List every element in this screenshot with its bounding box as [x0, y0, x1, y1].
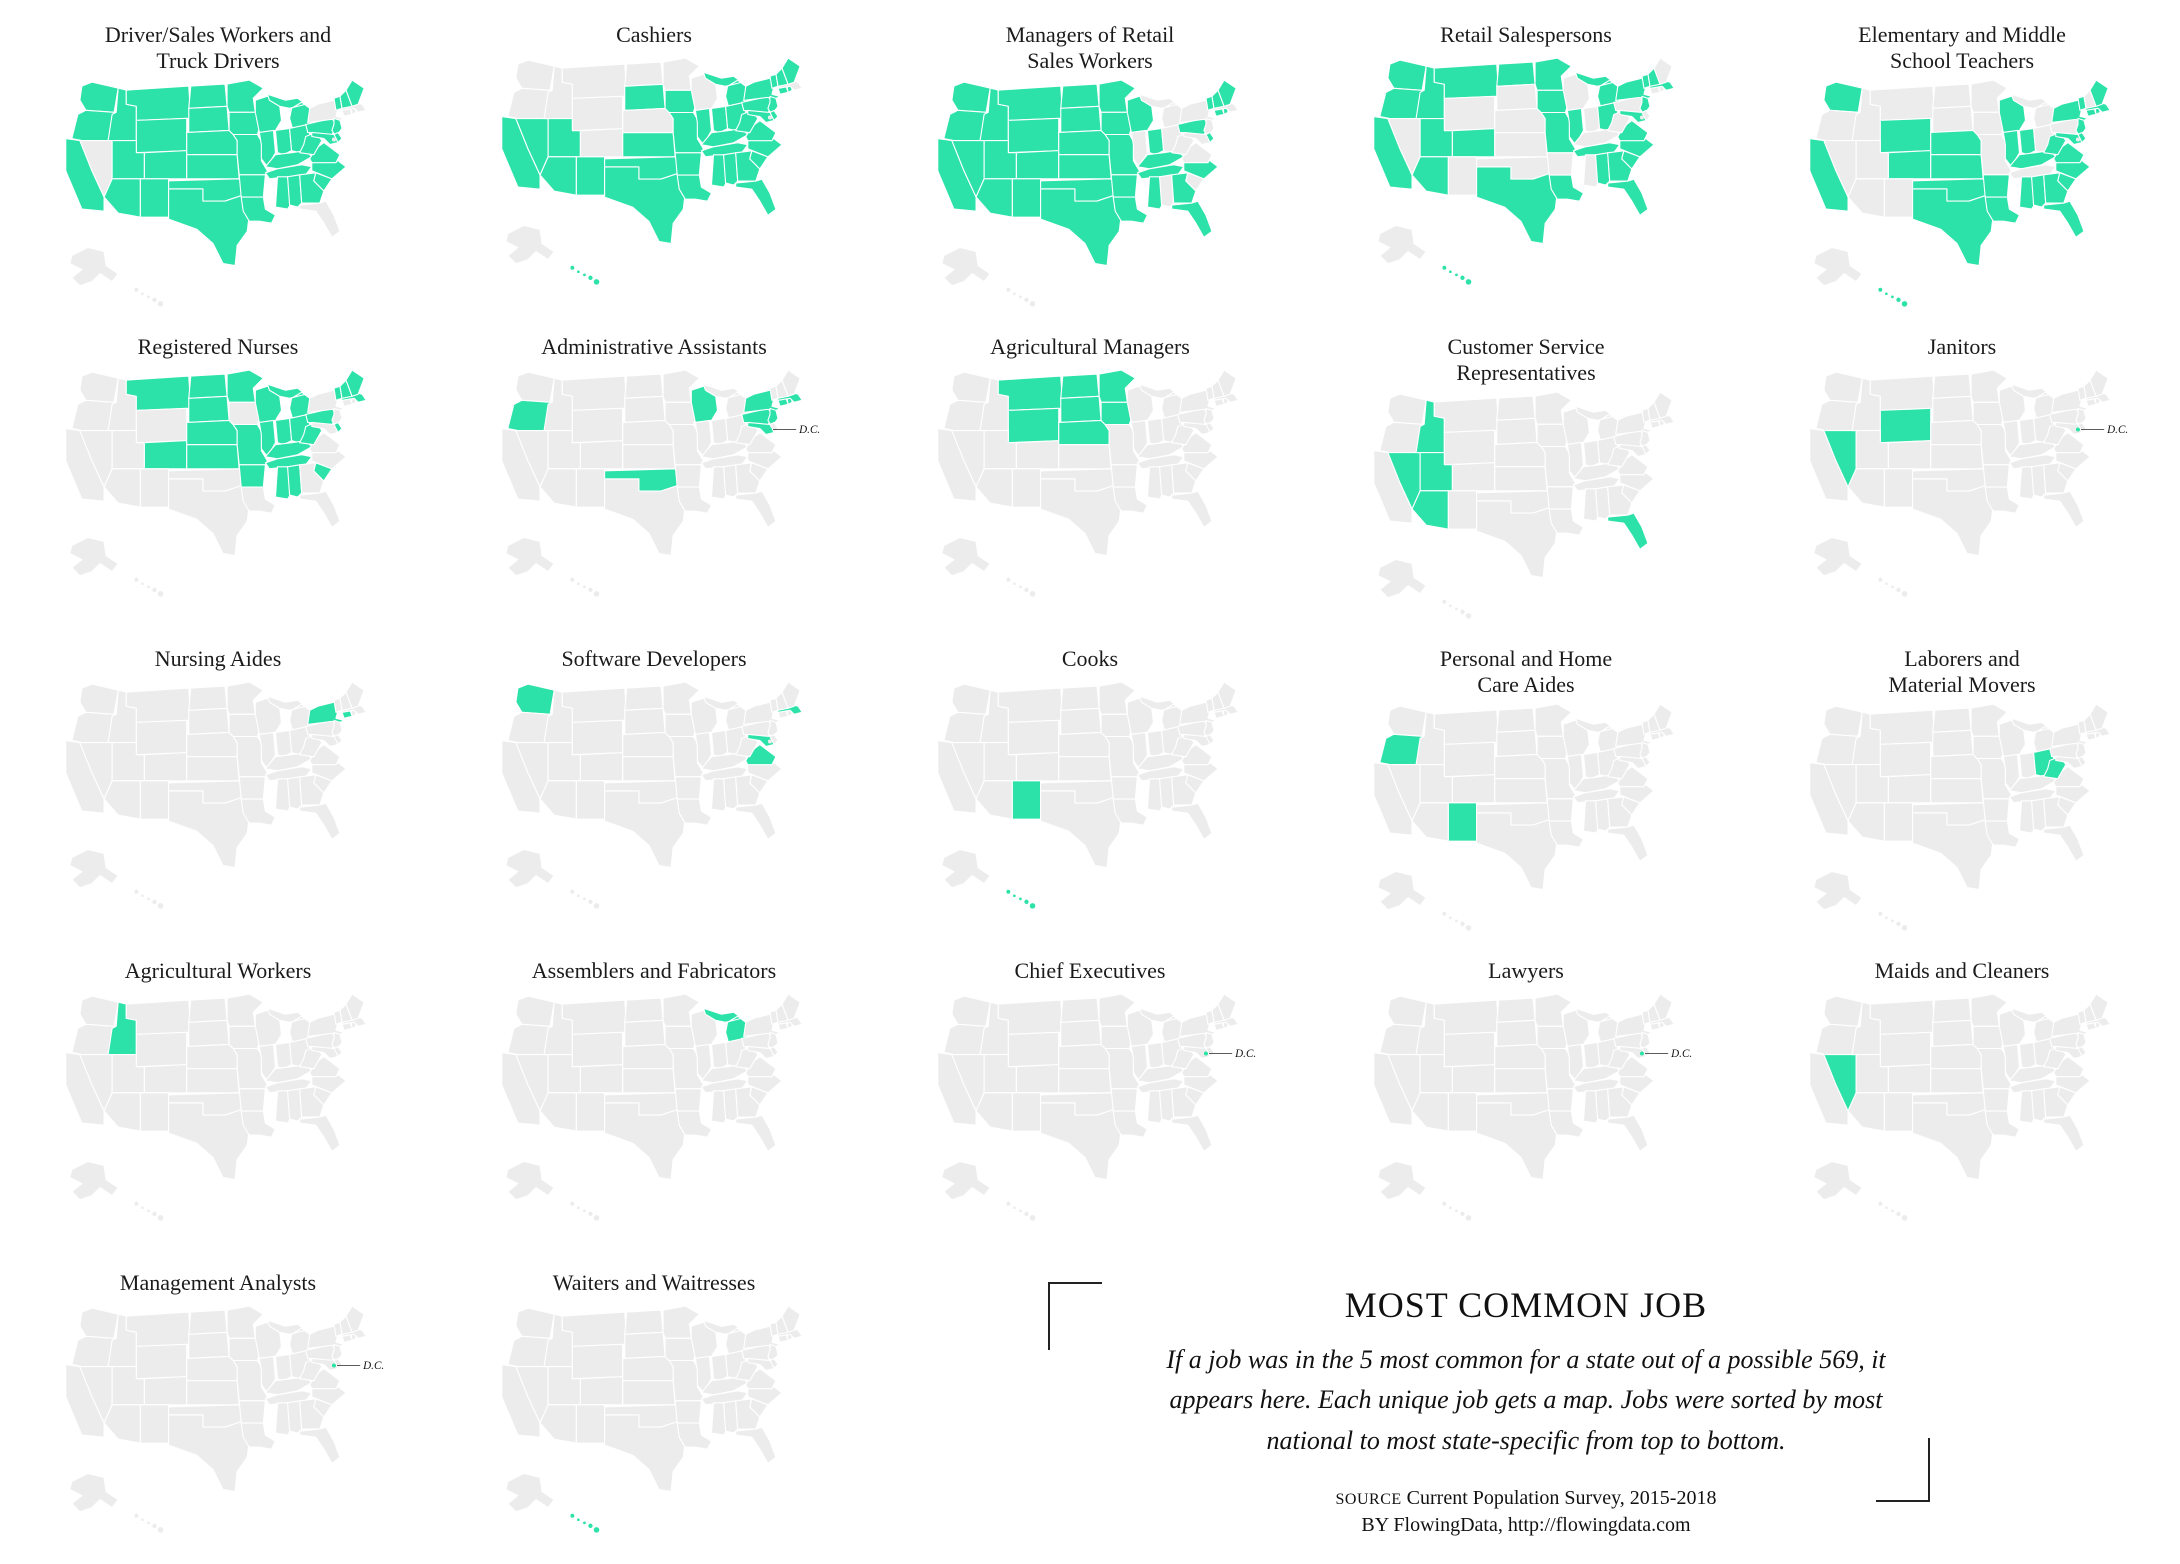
map-title: Chief Executives	[1014, 958, 1166, 983]
map-title: Assemblers and Fabricators	[531, 958, 777, 983]
corner-bracket-bottom-right-icon	[1876, 1438, 1930, 1502]
job-map-cooks: Cooks	[912, 640, 1268, 920]
job-map-customer-service-reps: Customer Service Representatives	[1348, 328, 1704, 620]
job-map-cashiers: Cashiers	[476, 16, 832, 296]
us-choropleth-map	[48, 74, 388, 318]
corner-bracket-top-left-icon	[1048, 1282, 1102, 1350]
source-text: Current Population Survey, 2015-2018	[1406, 1486, 1717, 1509]
us-choropleth-map	[1792, 74, 2132, 318]
us-choropleth-map	[48, 988, 388, 1232]
job-map-janitors: Janitors D.C.	[1784, 328, 2140, 608]
us-choropleth-map	[1792, 698, 2132, 942]
job-map-registered-nurses: Registered Nurses	[40, 328, 396, 608]
source-label: SOURCE	[1335, 1490, 1402, 1508]
us-choropleth-map	[1356, 386, 1696, 630]
map-title: Personal and Home Care Aides	[1439, 646, 1613, 697]
map-title: Retail Salespersons	[1440, 22, 1612, 47]
us-choropleth-map	[484, 1300, 824, 1544]
dc-callout-label: D.C.	[362, 1360, 384, 1372]
us-choropleth-map	[484, 988, 824, 1232]
us-choropleth-map: D.C.	[1356, 988, 1696, 1232]
map-title: Elementary and Middle School Teachers	[1858, 22, 2066, 73]
us-choropleth-map	[1792, 988, 2132, 1232]
job-map-administrative-assistants: Administrative Assistants D.C.	[476, 328, 832, 608]
job-map-personal-home-care-aides: Personal and Home Care Aides	[1348, 640, 1704, 932]
us-choropleth-map: D.C.	[484, 364, 824, 608]
us-choropleth-map: D.C.	[920, 988, 1260, 1232]
poster-title: MOST COMMON JOB	[1344, 1285, 1708, 1325]
job-map-waiters-waitresses: Waiters and Waitresses	[476, 1264, 832, 1544]
dc-callout-label: D.C.	[798, 424, 820, 436]
job-map-chief-executives: Chief Executives D.C.	[912, 952, 1268, 1232]
job-map-software-developers: Software Developers	[476, 640, 832, 920]
map-title: Cooks	[1061, 646, 1119, 671]
map-title: Management Analysts	[119, 1270, 317, 1295]
job-map-lawyers: Lawyers D.C.	[1348, 952, 1704, 1232]
us-choropleth-map	[484, 676, 824, 920]
us-choropleth-map: D.C.	[1792, 364, 2132, 608]
job-map-retail-salespersons: Retail Salespersons	[1348, 16, 1704, 296]
dc-callout-label: D.C.	[1670, 1048, 1692, 1060]
job-map-maids-cleaners: Maids and Cleaners	[1784, 952, 2140, 1232]
job-map-agricultural-workers: Agricultural Workers	[40, 952, 396, 1232]
job-map-managers-retail-sales: Managers of Retail Sales Workers	[912, 16, 1268, 308]
us-choropleth-map: D.C.	[48, 1300, 388, 1544]
us-choropleth-map	[920, 364, 1260, 608]
map-title: Software Developers	[561, 646, 747, 671]
map-title: Managers of Retail Sales Workers	[1005, 22, 1175, 73]
map-title: Customer Service Representatives	[1447, 334, 1605, 385]
map-title: Lawyers	[1488, 958, 1564, 983]
job-map-elementary-middle-teachers: Elementary and Middle School Teachers	[1784, 16, 2140, 308]
map-title: Cashiers	[616, 22, 692, 47]
map-title: Nursing Aides	[154, 646, 282, 671]
us-choropleth-map	[1356, 52, 1696, 296]
map-title: Administrative Assistants	[541, 334, 767, 359]
map-title: Driver/Sales Workers and Truck Drivers	[104, 22, 332, 73]
by-label: BY	[1361, 1513, 1389, 1536]
map-title: Registered Nurses	[137, 334, 299, 359]
dc-callout-label: D.C.	[1234, 1048, 1256, 1060]
map-title: Agricultural Managers	[990, 334, 1190, 359]
us-choropleth-map	[920, 74, 1260, 318]
job-map-management-analysts: Management Analysts D.C.	[40, 1264, 396, 1544]
dc-callout-label: D.C.	[2106, 424, 2128, 436]
job-map-agricultural-managers: Agricultural Managers	[912, 328, 1268, 608]
map-title: Waiters and Waitresses	[552, 1270, 756, 1295]
us-choropleth-map	[920, 676, 1260, 920]
job-map-assemblers-fabricators: Assemblers and Fabricators	[476, 952, 832, 1232]
byline: BY FlowingData, http://flowingdata.com	[1361, 1514, 1690, 1537]
us-choropleth-map	[484, 52, 824, 296]
map-title: Laborers and Material Movers	[1888, 646, 2036, 697]
map-title: Maids and Cleaners	[1874, 958, 2050, 983]
job-map-nursing-aides: Nursing Aides	[40, 640, 396, 920]
source-line: SOURCE Current Population Survey, 2015-2…	[1336, 1487, 1717, 1510]
map-title: Agricultural Workers	[124, 958, 312, 983]
us-choropleth-map	[48, 364, 388, 608]
us-choropleth-map	[48, 676, 388, 920]
job-map-laborers-material-movers: Laborers and Material Movers	[1784, 640, 2140, 932]
us-choropleth-map	[1356, 698, 1696, 942]
caption-block: MOST COMMON JOB If a job was in the 5 mo…	[872, 1248, 2180, 1560]
map-title: Janitors	[1927, 334, 1997, 359]
job-map-driver-sales-truck-drivers: Driver/Sales Workers and Truck Drivers	[40, 16, 396, 308]
by-text: FlowingData, http://flowingdata.com	[1393, 1513, 1691, 1536]
poster-description: If a job was in the 5 most common for a …	[1166, 1345, 1886, 1455]
